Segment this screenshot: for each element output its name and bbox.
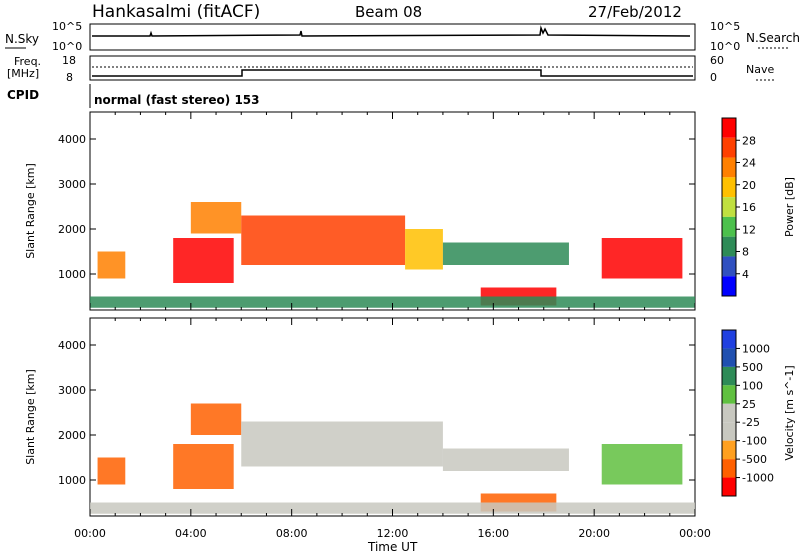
- vel-cbar-swatch-1: [722, 348, 736, 367]
- x-tick-label-6: 00:00: [679, 527, 711, 540]
- power-region-0: [97, 251, 126, 279]
- freq-label: Freq.: [14, 55, 41, 68]
- power-ytick-label-0: 1000: [58, 268, 86, 281]
- velocity-ytick-label-2: 3000: [58, 384, 86, 397]
- velocity-region-4: [442, 448, 569, 471]
- power-panel: 1000 2000 3000 4000 Slant Range [km]: [24, 111, 696, 311]
- x-tick-label-5: 20:00: [578, 527, 610, 540]
- power-cbar-tick-label-4: 20: [742, 179, 756, 192]
- vel-cbar-swatch-5: [722, 422, 736, 441]
- power-region-1: [173, 238, 234, 283]
- velocity-region-1: [173, 444, 234, 489]
- power-cbar-tick-label-3: 16: [742, 201, 756, 214]
- nave-tick-bottom: 0: [710, 71, 717, 84]
- nave-label: Nave: [746, 63, 774, 76]
- nsky-trace: [92, 25, 691, 37]
- vel-cbar-tick-label-5: 100: [742, 379, 763, 392]
- power-region-2: [190, 202, 242, 234]
- vel-cbar-tick-label-1: -500: [742, 453, 767, 466]
- nsky-panel-frame: [89, 23, 696, 51]
- power-cbar-swatch-0: [722, 118, 736, 138]
- vel-cbar-tick-label-0: -1000: [742, 472, 774, 485]
- x-tick-label-2: 08:00: [276, 527, 308, 540]
- power-region-5: [442, 242, 569, 265]
- cpid-program: normal (fast stereo) 153: [94, 93, 260, 107]
- velocity-colorbar: -1000 -500 -100 -25 25 100 500 1000 Velocity [m …: [721, 329, 796, 497]
- beam-title: Beam 08: [355, 3, 422, 21]
- cpid-label: CPID: [7, 88, 39, 102]
- vel-cbar-swatch-8: [722, 477, 736, 496]
- power-region-3: [241, 215, 406, 265]
- power-cbar-tick-label-6: 28: [742, 134, 756, 147]
- power-ylabel: Slant Range [km]: [24, 163, 37, 259]
- velocity-region-0: [97, 457, 126, 485]
- velocity-region-3: [241, 421, 443, 467]
- nsearch-tick-top: 10^5: [710, 20, 740, 33]
- vel-cbar-swatch-4: [722, 403, 736, 423]
- vel-cbar-tick-label-6: 500: [742, 361, 763, 374]
- power-cbar-swatch-6: [722, 236, 736, 257]
- velocity-ytick-label-0: 1000: [58, 474, 86, 487]
- nsearch-tick-bottom: 10^0: [710, 40, 740, 53]
- freq-panel-frame: [89, 55, 696, 81]
- power-region-7: [601, 238, 683, 279]
- freq-tick-bottom: 8: [66, 71, 73, 84]
- vel-cbar-tick-label-3: -25: [742, 416, 760, 429]
- vel-cbar-tick-label-2: -100: [742, 435, 767, 448]
- x-tick-label-1: 04:00: [175, 527, 207, 540]
- station-title: Hankasalmi (fitACF): [92, 2, 260, 22]
- velocity-ylabel: Slant Range [km]: [24, 369, 37, 465]
- freq-trace: [92, 69, 693, 77]
- freq-unit-label: [MHz]: [7, 67, 39, 80]
- freq-tick-top: 18: [62, 54, 76, 67]
- power-cbar-swatch-2: [722, 157, 736, 178]
- power-cbar-swatch-8: [722, 276, 736, 296]
- power-ytick-label-1: 2000: [58, 223, 86, 236]
- velocity-panel: 1000 2000 3000 4000 Slant Range [km]: [24, 317, 696, 517]
- nsky-label: N.Sky: [5, 32, 39, 46]
- power-ytick-label-3: 4000: [58, 133, 86, 146]
- power-cbar-tick-label-2: 12: [742, 223, 756, 236]
- x-tick-label-3: 12:00: [377, 527, 409, 540]
- x-axis-label: Time UT: [367, 540, 418, 554]
- nsearch-label: N.Search: [746, 31, 800, 45]
- power-cbar-swatch-3: [722, 177, 736, 198]
- nave-tick-top: 60: [710, 54, 724, 67]
- x-tick-label-0: 00:00: [74, 527, 106, 540]
- velocity-region-2: [190, 403, 242, 435]
- nsky-tick-top: 10^5: [52, 20, 82, 33]
- velocity-region-7: [90, 502, 695, 514]
- power-region-8: [90, 296, 695, 308]
- power-cbar-tick-label-1: 8: [742, 246, 749, 259]
- power-cbar-swatch-1: [722, 137, 736, 158]
- power-cbar-swatch-4: [722, 197, 736, 217]
- date-title: 27/Feb/2012: [588, 3, 682, 21]
- velocity-ytick-label-1: 2000: [58, 429, 86, 442]
- x-tick-label-4: 16:00: [477, 527, 509, 540]
- x-axis: 00:00 04:00 08:00 12:00 16:00 20:00 00:00: [74, 527, 711, 540]
- vel-cbar-swatch-7: [722, 459, 736, 478]
- vel-cbar-swatch-0: [722, 330, 736, 349]
- vel-cbar-tick-label-7: 1000: [742, 342, 770, 355]
- vel-cbar-frame: [721, 329, 737, 497]
- vel-cbar-swatch-3: [722, 385, 736, 404]
- power-colorbar: 4 8 12 16 20 24 28 Power [dB]: [721, 117, 796, 297]
- vel-cbar-swatch-6: [722, 440, 736, 460]
- power-cbar-tick-label-0: 4: [742, 268, 749, 281]
- vel-cbar-swatch-2: [722, 366, 736, 386]
- velocity-region-6: [601, 444, 683, 485]
- nsky-tick-bottom: 10^0: [52, 40, 82, 53]
- power-cbar-swatch-5: [722, 216, 736, 237]
- power-cbar-label: Power [dB]: [783, 177, 796, 237]
- power-cbar-swatch-7: [722, 256, 736, 277]
- power-cbar-tick-label-5: 24: [742, 157, 756, 170]
- vel-cbar-tick-label-4: 25: [742, 398, 756, 411]
- power-region-4: [405, 229, 443, 270]
- vel-cbar-label: Velocity [m s^-1]: [783, 365, 796, 460]
- velocity-ytick-label-3: 4000: [58, 339, 86, 352]
- power-ytick-label-2: 3000: [58, 178, 86, 191]
